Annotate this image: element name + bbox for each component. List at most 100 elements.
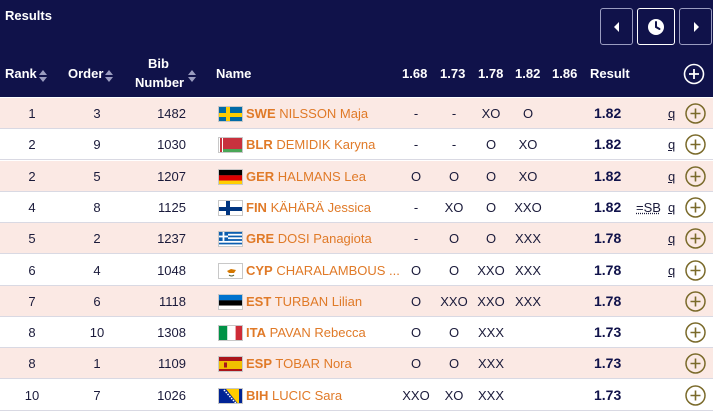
table-row[interactable]: 6 4 1048 CYP CHARALAMBOUS ... O O XXO XXX 1.78 q (0, 255, 713, 286)
table-row[interactable]: 4 8 1125 FIN KÄHÄRÄ Jessica - XO O XXO 1.82 =SB q (0, 192, 713, 223)
table-row[interactable]: 1 3 1482 SWE NILSSON Maja - - XO O 1.82 q (0, 98, 713, 129)
expand-row-icon[interactable] (684, 290, 707, 313)
flag-icon (218, 231, 243, 248)
expand-row-icon[interactable] (684, 321, 707, 344)
col-bib-line2[interactable]: Number (135, 75, 185, 90)
qualified-mark[interactable]: q (668, 137, 676, 153)
expand-all-icon[interactable] (683, 63, 705, 85)
athlete-name-link[interactable]: BIH LUCIC Sara (246, 380, 342, 411)
record-note[interactable] (636, 317, 662, 348)
expand-row-icon[interactable] (684, 352, 707, 375)
bib-cell: 1308 (157, 325, 186, 341)
expand-row-icon[interactable] (684, 227, 707, 250)
athlete-name: DEMIDIK Karyna (276, 137, 376, 153)
table-row[interactable]: 5 2 1237 GRE DOSI Panagiota - O O XXX 1.78 q (0, 223, 713, 255)
table-row[interactable]: 2 9 1030 BLR DEMIDIK Karyna - - O XO 1.82 q (0, 129, 713, 161)
record-note[interactable] (636, 129, 662, 160)
athlete-name-link[interactable]: CYP CHARALAMBOUS ... (246, 255, 400, 286)
expand-row-icon[interactable] (684, 165, 707, 188)
order-cell: 9 (93, 137, 101, 153)
record-note[interactable] (636, 255, 662, 286)
qualified-mark[interactable] (668, 380, 678, 411)
athlete-name: LUCIC Sara (272, 387, 343, 403)
athlete-name-link[interactable]: ESP TOBAR Nora (246, 348, 352, 379)
record-note[interactable] (636, 286, 662, 317)
record-note[interactable] (636, 98, 662, 129)
qualified-mark[interactable]: q (668, 168, 676, 184)
country-code: GRE (246, 231, 275, 247)
record-note[interactable] (636, 348, 662, 379)
expand-row-icon[interactable] (684, 384, 707, 407)
country-code: EST (246, 293, 272, 309)
expand-row-icon[interactable] (684, 196, 707, 219)
attempt-cell: XXO (477, 262, 505, 278)
athlete-name-link[interactable]: ITA PAVAN Rebecca (246, 317, 366, 348)
athlete-name: PAVAN Rebecca (269, 325, 366, 341)
record-note[interactable] (636, 380, 662, 411)
attempt-cell: XO (444, 199, 464, 215)
attempt-cell: - (451, 137, 457, 153)
athlete-name-link[interactable]: GER HALMANS Lea (246, 161, 366, 192)
qualified-mark[interactable]: q (668, 231, 676, 247)
qualified-mark[interactable] (668, 317, 678, 348)
qualified-mark[interactable]: q (668, 106, 676, 121)
order-cell: 1 (93, 356, 101, 372)
attempt-cell: O (448, 325, 460, 341)
sort-bib-icon[interactable] (187, 69, 197, 83)
table-row[interactable]: 8 10 1308 ITA PAVAN Rebecca O O XXX 1.73 (0, 317, 713, 349)
expand-row-icon[interactable] (684, 102, 707, 125)
page-title: Results (5, 8, 52, 23)
bib-cell: 1026 (157, 387, 186, 403)
table-row[interactable]: 10 7 1026 BIH LUCIC Sara XXO XO XXX 1.73 (0, 380, 713, 411)
country-code: ITA (246, 325, 266, 341)
attempt-cell: XXO (440, 293, 468, 309)
result-cell: 1.82 (594, 167, 622, 184)
qualified-mark[interactable] (668, 286, 678, 317)
attempt-cell: XO (518, 168, 538, 184)
expand-row-icon[interactable] (684, 259, 707, 282)
flag-icon (218, 199, 243, 216)
athlete-name-link[interactable]: SWE NILSSON Maja (246, 98, 368, 129)
attempt-cell: XO (518, 137, 538, 153)
athlete-name: HALMANS Lea (277, 168, 366, 184)
order-cell: 10 (89, 325, 105, 341)
attempt-cell: O (448, 231, 460, 247)
qualified-mark[interactable] (668, 348, 678, 379)
col-order[interactable]: Order (68, 66, 104, 81)
expand-row-icon[interactable] (684, 133, 707, 156)
athlete-name-link[interactable]: BLR DEMIDIK Karyna (246, 129, 375, 160)
record-note[interactable] (636, 223, 662, 254)
athlete-name-link[interactable]: FIN KÄHÄRÄ Jessica (246, 192, 371, 223)
table-row[interactable]: 2 5 1207 GER HALMANS Lea O O O XO 1.82 q (0, 160, 713, 192)
result-cell: 1.82 (594, 198, 622, 215)
bib-cell: 1237 (157, 231, 186, 247)
table-row[interactable]: 8 1 1109 ESP TOBAR Nora O O XXX 1.73 (0, 348, 713, 380)
athlete-name-link[interactable]: EST TURBAN Lilian (246, 286, 362, 317)
qualified-mark[interactable]: q (668, 199, 676, 215)
order-cell: 5 (93, 168, 101, 184)
col-rank[interactable]: Rank (5, 66, 37, 81)
rank-cell: 1 (28, 106, 36, 121)
table-row[interactable]: 7 6 1118 EST TURBAN Lilian O XXO XXO XXX 1.78 (0, 285, 713, 317)
qualified-mark[interactable]: q (668, 262, 676, 278)
flag-icon (218, 137, 243, 154)
prev-button[interactable] (600, 8, 633, 45)
col-bib-line1[interactable]: Bib (148, 56, 169, 71)
result-cell: 1.82 (594, 136, 622, 153)
record-note[interactable] (636, 161, 662, 192)
next-button[interactable] (679, 8, 712, 45)
flag-icon (218, 106, 243, 122)
nav-group (600, 8, 713, 45)
sort-order-icon[interactable] (104, 69, 114, 83)
attempt-cell (548, 348, 584, 379)
athlete-name: NILSSON Maja (279, 106, 369, 121)
athlete-name-link[interactable]: GRE DOSI Panagiota (246, 223, 372, 254)
sort-rank-icon[interactable] (38, 69, 48, 83)
attempt-cell (510, 348, 546, 379)
bib-cell: 1048 (157, 262, 186, 278)
rank-cell: 4 (28, 199, 36, 215)
clock-button[interactable] (637, 8, 675, 45)
order-cell: 3 (93, 106, 101, 121)
rank-cell: 6 (28, 262, 36, 278)
record-note[interactable]: =SB (636, 199, 661, 215)
